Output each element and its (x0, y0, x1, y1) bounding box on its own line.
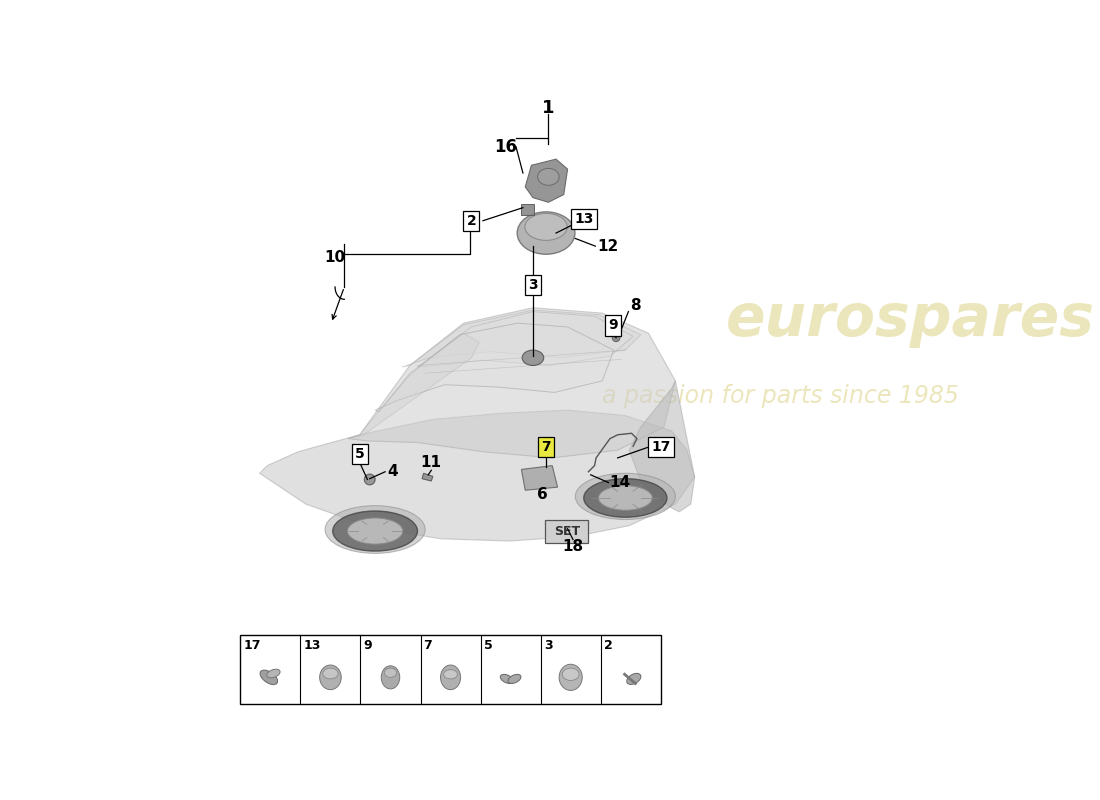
Bar (241, 635, 661, 704)
Ellipse shape (598, 486, 652, 510)
Polygon shape (418, 312, 634, 367)
Ellipse shape (443, 670, 458, 679)
Text: 10: 10 (324, 250, 345, 266)
Ellipse shape (320, 665, 341, 690)
Ellipse shape (575, 474, 675, 519)
Text: 4: 4 (387, 464, 398, 479)
Ellipse shape (260, 670, 277, 685)
Polygon shape (629, 381, 695, 512)
Ellipse shape (332, 511, 418, 551)
Ellipse shape (348, 518, 403, 544)
Ellipse shape (382, 666, 399, 689)
Ellipse shape (538, 168, 559, 186)
Text: 11: 11 (421, 455, 442, 470)
Ellipse shape (627, 674, 641, 685)
Circle shape (364, 474, 375, 485)
Ellipse shape (584, 478, 667, 517)
Ellipse shape (322, 668, 338, 679)
Text: 18: 18 (562, 539, 584, 554)
Text: 2: 2 (466, 214, 476, 228)
Text: SET: SET (553, 525, 580, 538)
Text: 8: 8 (630, 298, 640, 313)
Ellipse shape (522, 350, 543, 366)
Polygon shape (422, 474, 433, 481)
Ellipse shape (326, 506, 425, 554)
Text: 16: 16 (494, 138, 517, 156)
Text: 1: 1 (542, 98, 554, 117)
Text: 3: 3 (528, 278, 538, 292)
FancyBboxPatch shape (546, 519, 589, 542)
Text: 6: 6 (537, 487, 548, 502)
Text: 5: 5 (484, 639, 493, 652)
Ellipse shape (508, 674, 521, 683)
Ellipse shape (267, 669, 280, 678)
Text: 13: 13 (304, 639, 321, 652)
Circle shape (613, 334, 620, 342)
Text: 12: 12 (597, 238, 619, 254)
Polygon shape (521, 466, 558, 490)
Text: 2: 2 (604, 639, 613, 652)
Text: 13: 13 (574, 212, 594, 226)
Text: 7: 7 (424, 639, 432, 652)
Bar (521, 204, 534, 214)
Ellipse shape (440, 665, 461, 690)
Polygon shape (375, 323, 614, 412)
Text: 9: 9 (363, 639, 372, 652)
Ellipse shape (525, 214, 568, 240)
Polygon shape (260, 410, 695, 541)
Ellipse shape (517, 212, 575, 254)
Polygon shape (403, 310, 640, 367)
Text: 5: 5 (355, 447, 364, 461)
Ellipse shape (559, 664, 582, 690)
Polygon shape (348, 308, 675, 458)
Text: 17: 17 (651, 440, 671, 454)
Ellipse shape (500, 674, 514, 683)
Text: 7: 7 (541, 440, 551, 454)
Text: a passion for parts since 1985: a passion for parts since 1985 (603, 384, 959, 408)
Text: 17: 17 (243, 639, 261, 652)
Text: 9: 9 (608, 318, 618, 333)
Text: eurospares: eurospares (726, 291, 1094, 348)
Text: 14: 14 (609, 475, 630, 490)
Ellipse shape (384, 668, 397, 678)
Polygon shape (526, 159, 568, 202)
Polygon shape (348, 333, 480, 438)
Ellipse shape (562, 668, 580, 681)
Text: 3: 3 (543, 639, 552, 652)
